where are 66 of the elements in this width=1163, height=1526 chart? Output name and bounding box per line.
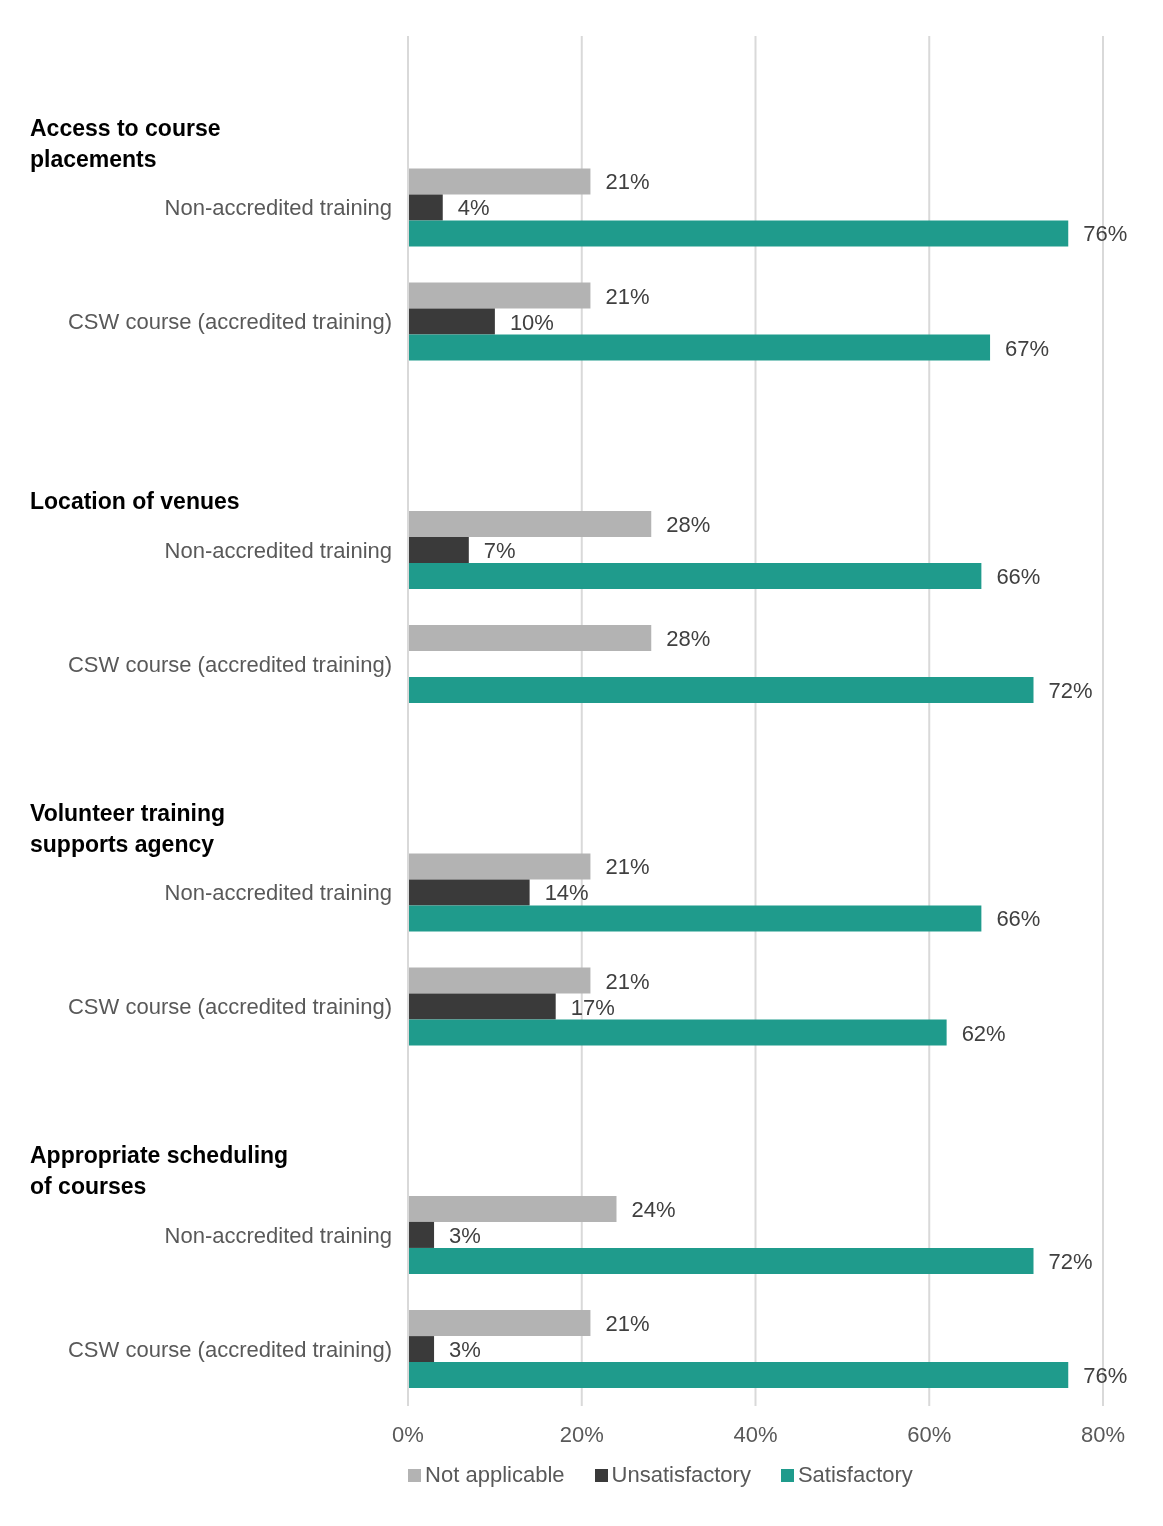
data-label: 72% <box>1048 1248 1093 1274</box>
x-tick-label: 60% <box>907 1421 952 1447</box>
data-label: 14% <box>544 880 589 906</box>
data-label: 17% <box>570 994 615 1020</box>
bar <box>408 993 556 1020</box>
bar <box>408 1221 435 1248</box>
data-label: 10% <box>509 309 554 335</box>
data-label: 21% <box>605 169 650 195</box>
data-label: 24% <box>631 1196 676 1222</box>
y-tick-label: CSW course (accredited training) <box>67 309 392 335</box>
data-label: 62% <box>961 1020 1006 1046</box>
data-label: 28% <box>666 511 711 537</box>
data-label: 66% <box>996 563 1041 589</box>
data-label: 21% <box>605 854 650 880</box>
bar <box>408 510 652 537</box>
y-tick-label: CSW course (accredited training) <box>67 651 392 677</box>
bar <box>408 282 591 309</box>
data-label: 7% <box>483 537 516 563</box>
legend-label: Not applicable <box>424 1462 565 1488</box>
y-tick-label: CSW course (accredited training) <box>67 1336 392 1362</box>
y-tick-label: Non-accredited training <box>164 880 392 906</box>
bar <box>408 1195 617 1222</box>
data-label: 3% <box>449 1337 481 1363</box>
text: Location of venues <box>30 488 240 514</box>
x-tick-label: 40% <box>733 1421 778 1447</box>
y-tick-label: Non-accredited training <box>164 195 392 221</box>
bar <box>408 625 652 652</box>
bar <box>408 879 530 906</box>
x-tick-label: 0% <box>392 1421 424 1447</box>
bar <box>408 677 1034 704</box>
bar <box>408 194 443 221</box>
bar <box>408 853 591 880</box>
bar <box>408 562 982 589</box>
data-label: 3% <box>449 1222 481 1248</box>
data-label: 28% <box>666 626 711 652</box>
bar <box>408 220 1069 247</box>
bar <box>408 1019 947 1046</box>
bar <box>408 967 591 994</box>
legend-label: Unsatisfactory <box>610 1462 751 1488</box>
bar <box>408 334 991 361</box>
bar <box>408 1336 435 1363</box>
bar <box>408 1310 591 1337</box>
text: Access to course placements <box>30 114 221 172</box>
legend-label: Satisfactory <box>796 1462 913 1488</box>
data-label: 76% <box>1083 221 1128 247</box>
bar <box>408 308 495 335</box>
data-label: 21% <box>605 968 650 994</box>
data-label: 66% <box>996 906 1041 932</box>
y-tick-label: Non-accredited training <box>164 1222 392 1248</box>
data-label: 72% <box>1048 678 1093 704</box>
data-label: 21% <box>605 283 650 309</box>
data-label: 67% <box>1005 335 1050 361</box>
bar <box>408 536 469 563</box>
data-label: 76% <box>1083 1363 1128 1389</box>
data-label: 4% <box>457 195 490 221</box>
x-tick-label: 20% <box>559 1421 604 1447</box>
bar <box>408 1247 1034 1274</box>
text: Appropriate scheduling of courses <box>30 1142 289 1199</box>
data-label: 21% <box>605 1311 650 1337</box>
y-tick-label: Non-accredited training <box>164 537 392 563</box>
x-tick-label: 80% <box>1080 1421 1126 1447</box>
bar <box>408 1362 1069 1389</box>
text: Volunteer training supports agency <box>30 799 226 857</box>
bar <box>408 905 982 932</box>
bar <box>408 168 591 195</box>
y-tick-label: CSW course (accredited training) <box>67 994 392 1020</box>
